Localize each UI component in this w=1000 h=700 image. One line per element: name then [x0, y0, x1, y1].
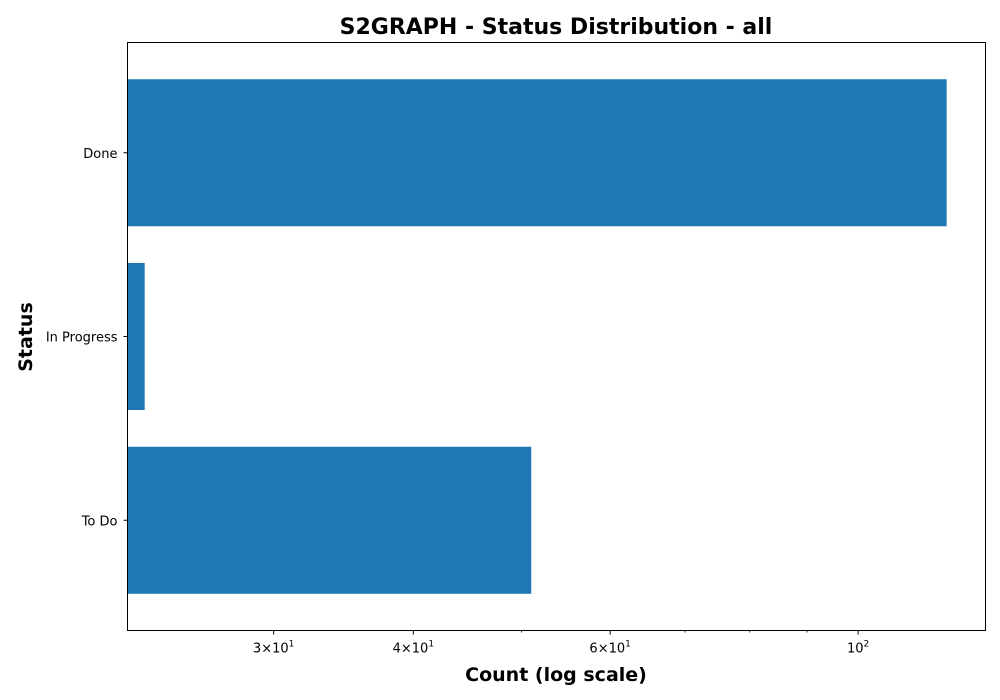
- x-tick-base: 10: [847, 642, 864, 657]
- y-tick-label-to-do: To Do: [81, 514, 118, 529]
- y-axis-label: Status: [15, 302, 37, 372]
- y-axis-ticks: Done In Progress To Do: [46, 147, 128, 529]
- x-tick-exponent: 1: [625, 640, 631, 650]
- x-tick-label-30: 3×101: [253, 640, 294, 657]
- x-tick-label-60: 6×101: [589, 640, 630, 657]
- x-tick-exponent: 1: [289, 640, 295, 650]
- bars-layer: [127, 79, 947, 594]
- x-tick-mantissa: 6: [589, 642, 597, 657]
- bar-to-do: [127, 446, 532, 594]
- chart-title: S2GRAPH - Status Distribution - all: [340, 15, 773, 40]
- x-tick-mantissa: 4: [393, 642, 401, 657]
- x-tick-exponent: 2: [864, 640, 870, 650]
- x-tick-base: 10: [412, 642, 429, 657]
- x-tick-base: 10: [272, 642, 289, 657]
- x-tick-label-40: 4×101: [393, 640, 434, 657]
- x-axis-label: Count (log scale): [465, 664, 647, 686]
- x-tick-exponent: 1: [428, 640, 434, 650]
- bar-in-progress: [127, 263, 145, 410]
- x-axis-ticks: 3×101 4×101 6×101 102: [253, 630, 869, 657]
- plot-frame: [127, 42, 986, 631]
- y-tick-label-in-progress: In Progress: [46, 331, 118, 346]
- x-tick-label-100: 102: [847, 640, 869, 657]
- x-tick-times: ×: [598, 642, 609, 657]
- y-tick-label-done: Done: [83, 147, 117, 162]
- x-tick-times: ×: [401, 642, 412, 657]
- bar-done: [127, 79, 947, 227]
- x-tick-mantissa: 3: [253, 642, 261, 657]
- x-tick-times: ×: [261, 642, 272, 657]
- x-tick-base: 10: [609, 642, 626, 657]
